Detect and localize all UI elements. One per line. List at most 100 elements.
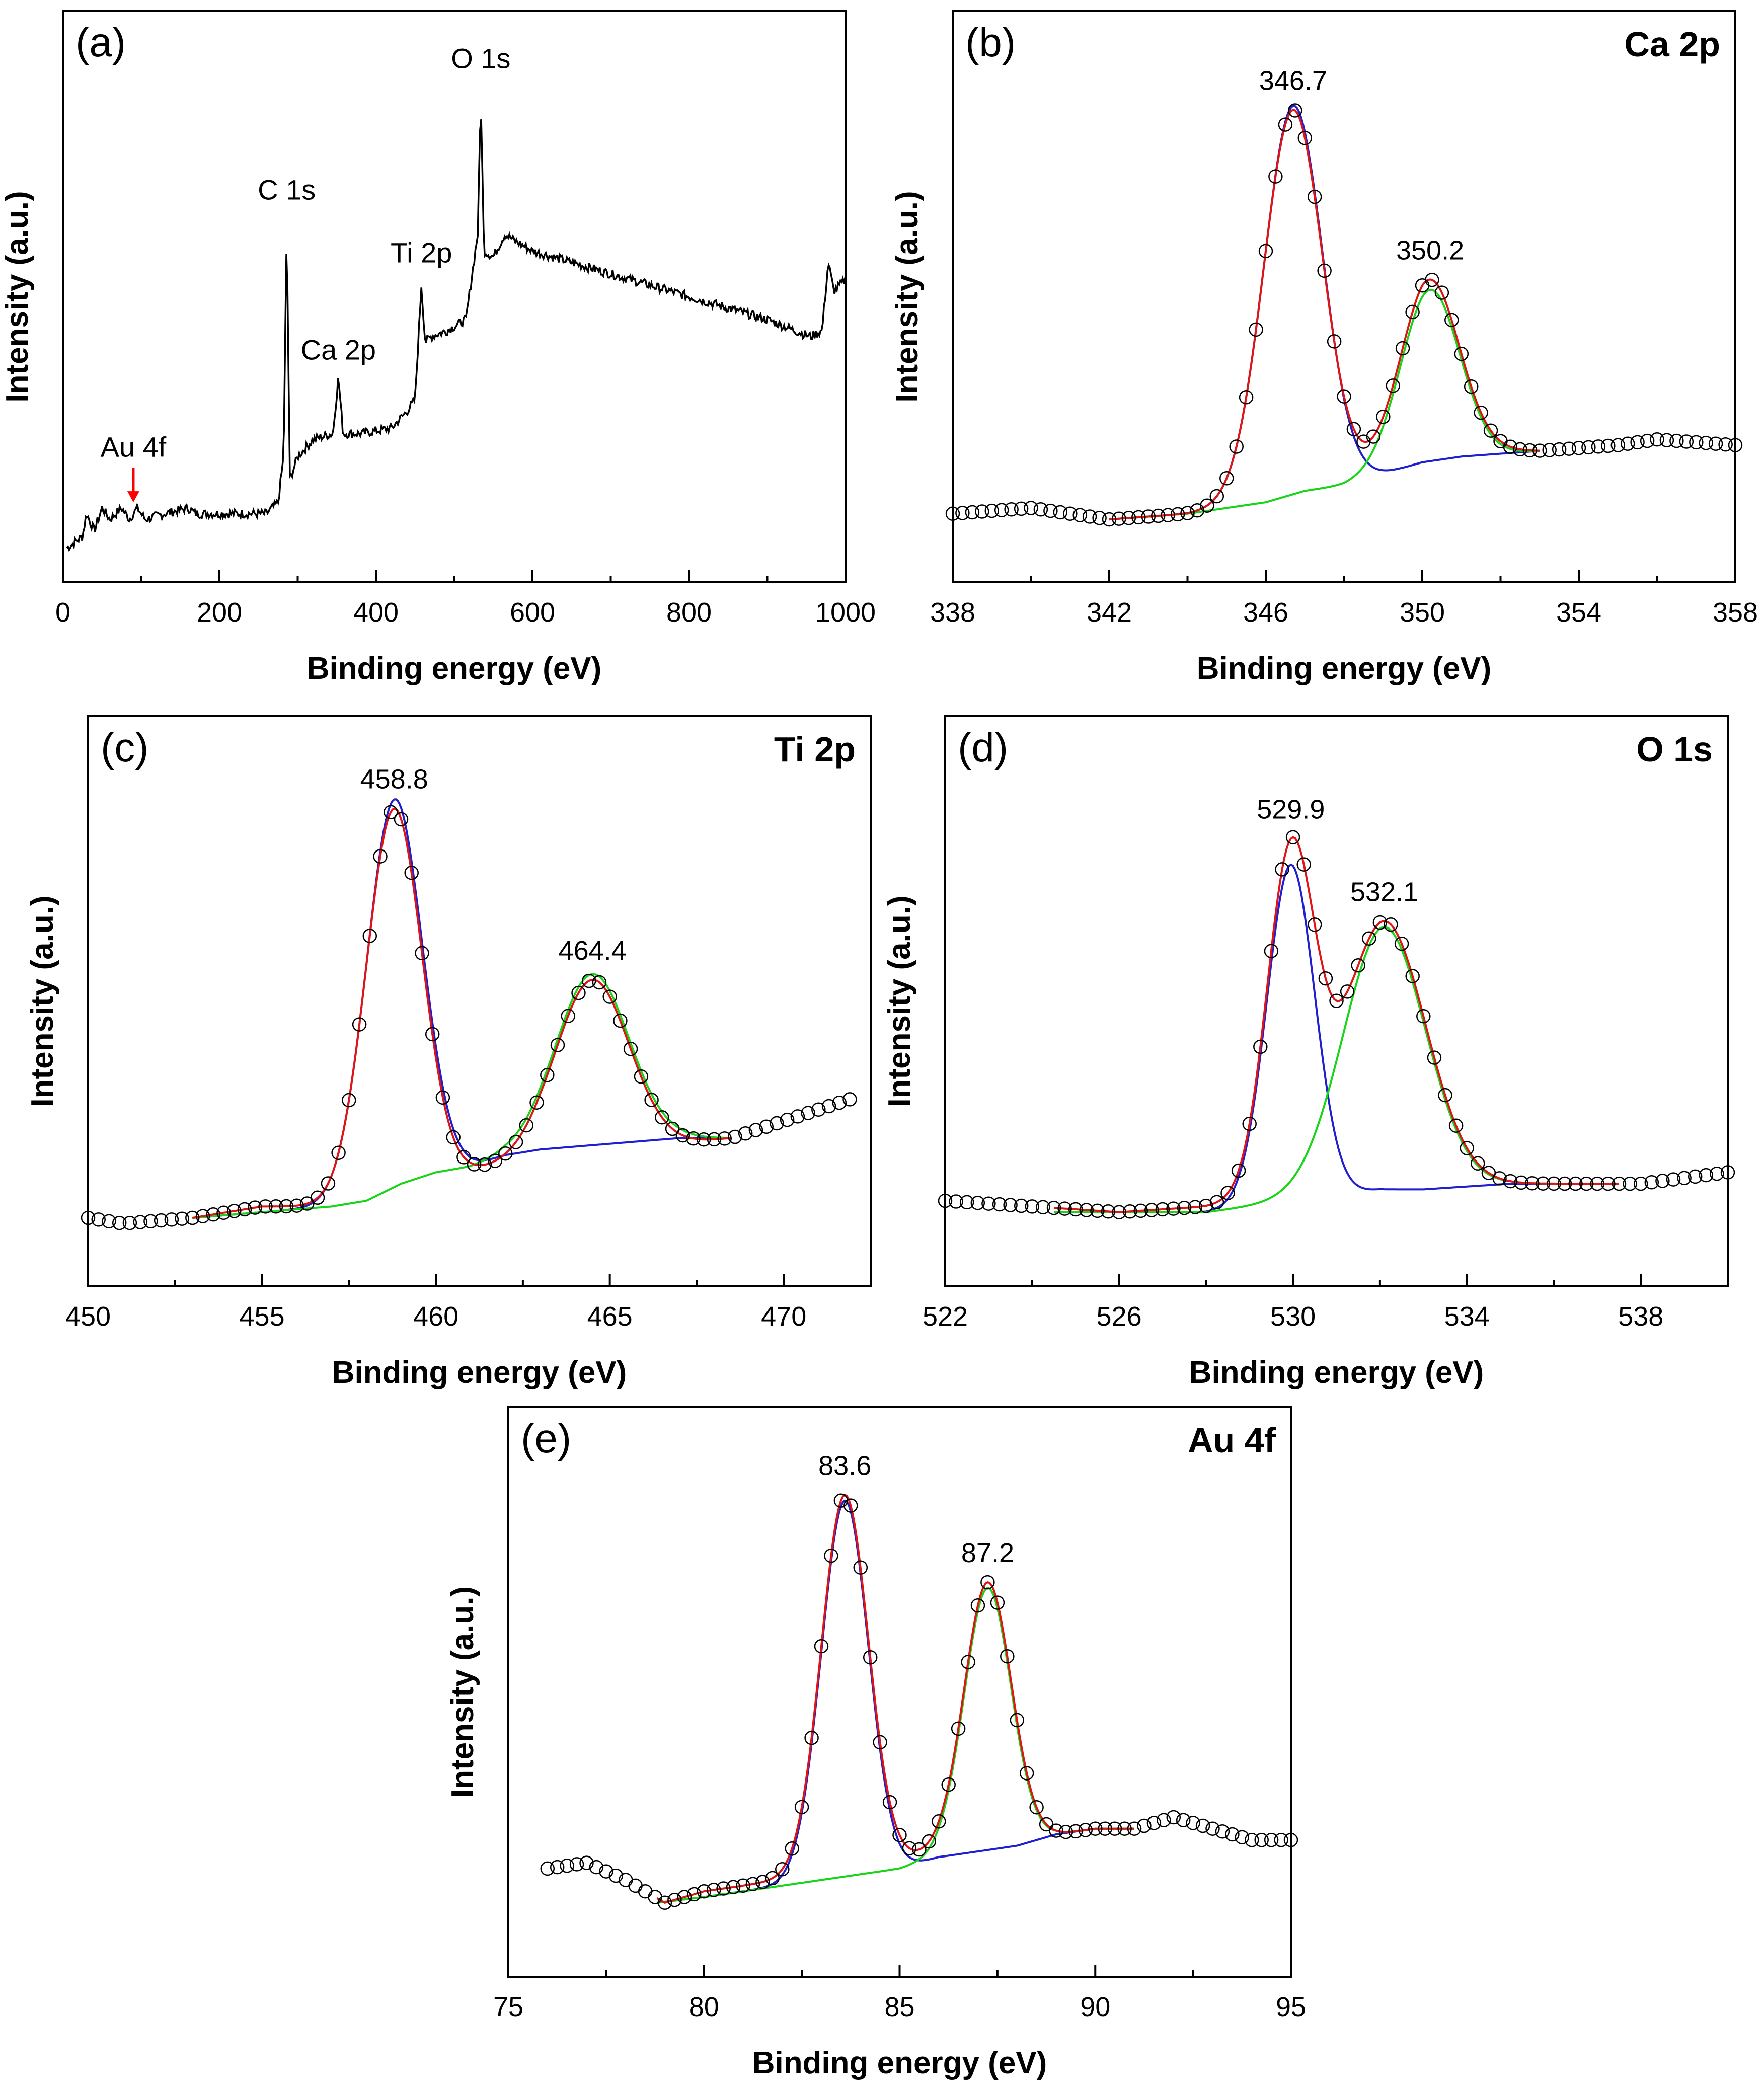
panel-label: (b) <box>965 20 1016 65</box>
data-point <box>1264 944 1279 958</box>
component-peak-2 <box>192 973 732 1219</box>
data-point <box>133 1215 147 1229</box>
data-point <box>342 1093 356 1108</box>
data-point <box>1710 1166 1724 1181</box>
x-tick-label: 600 <box>510 597 555 628</box>
data-point <box>1666 1172 1681 1187</box>
data-point <box>1669 433 1684 448</box>
data-point <box>1209 1195 1224 1210</box>
panel-label: (d) <box>958 725 1008 770</box>
data-point <box>1036 1200 1050 1215</box>
data-point <box>1444 313 1459 327</box>
data-point <box>1601 1176 1616 1191</box>
data-point <box>1166 1810 1181 1825</box>
data-point <box>550 1038 565 1052</box>
data-point <box>1386 378 1400 393</box>
data-point <box>456 1150 471 1165</box>
data-point <box>1024 501 1038 515</box>
x-tick-label: 0 <box>55 597 70 628</box>
data-point <box>1329 993 1344 1008</box>
data-point <box>352 1017 367 1032</box>
panel-label: (a) <box>75 20 126 65</box>
data-point <box>1188 1200 1202 1214</box>
data-point <box>1474 405 1488 420</box>
x-tick-label: 470 <box>761 1301 806 1332</box>
x-tick-label: 400 <box>353 597 399 628</box>
data-point <box>1127 1821 1142 1836</box>
data-point <box>1384 917 1398 932</box>
x-tick-label: 450 <box>65 1301 111 1332</box>
data-point <box>268 1199 283 1214</box>
plot-frame <box>62 10 847 583</box>
data-point <box>602 989 617 1004</box>
data-point <box>1122 1204 1137 1219</box>
data-point <box>1297 131 1313 145</box>
data-point <box>970 1598 985 1613</box>
peak-label: 529.9 <box>1257 795 1325 825</box>
x-tick-label: 80 <box>689 1992 719 2022</box>
data-point <box>1571 441 1586 455</box>
data-point <box>1117 1821 1132 1836</box>
data-point <box>1395 341 1410 356</box>
y-axis-label: Intensity (a.u.) <box>445 1586 480 1798</box>
data-point <box>811 1102 826 1117</box>
data-point <box>1155 1202 1170 1217</box>
data-point <box>435 1090 450 1105</box>
data-point <box>775 1862 790 1877</box>
data-point <box>675 1128 691 1143</box>
peak-annotation: Ca 2p <box>301 334 376 365</box>
data-point <box>648 1890 662 1904</box>
corner-label: Ti 2p <box>774 730 856 769</box>
peak-label: 464.4 <box>559 936 627 966</box>
peak-annotation: Au 4f <box>101 431 167 462</box>
data-point <box>1630 435 1645 450</box>
data-point <box>1460 1141 1474 1155</box>
panel-a: 0 200 400 600 800 1000 Binding energy (eV) Inte… <box>0 10 876 686</box>
data-point <box>1274 1833 1288 1847</box>
peak-label: 350.2 <box>1396 235 1464 265</box>
component-peak-1 <box>657 1499 1134 1904</box>
data-point <box>1405 304 1420 320</box>
data-point <box>1078 1823 1093 1837</box>
data-point <box>498 1146 513 1161</box>
data-point <box>728 1129 742 1144</box>
data-point <box>1288 103 1302 118</box>
data-point <box>1283 1833 1298 1847</box>
y-axis-label: Intensity (a.u.) <box>890 191 925 402</box>
data-point <box>1264 1833 1279 1847</box>
panel-label: (e) <box>521 1416 571 1461</box>
data-point <box>81 1210 96 1225</box>
data-point <box>1454 346 1469 361</box>
data-point <box>1053 505 1068 520</box>
data-point <box>975 504 989 519</box>
data-point <box>1058 1824 1073 1839</box>
panel-b: 338 342 346 350 354 358 Binding energy (eV) Int… <box>890 10 1758 686</box>
data-point <box>1245 1833 1259 1847</box>
data-point <box>1318 971 1333 986</box>
data-point <box>759 1119 774 1134</box>
data-point <box>1068 1824 1083 1839</box>
x-tick-label: 346 <box>1243 597 1288 628</box>
data-point <box>1532 443 1547 458</box>
x-axis-label: Binding energy (eV) <box>752 2046 1047 2080</box>
data-point <box>1088 1821 1103 1836</box>
x-tick-label: 538 <box>1618 1301 1663 1332</box>
data-point <box>686 1131 701 1146</box>
data-point <box>91 1212 106 1227</box>
data-point <box>1405 969 1420 983</box>
data-point <box>1170 507 1185 522</box>
data-point <box>1219 471 1234 486</box>
data-point <box>1394 936 1409 951</box>
data-point <box>623 1042 638 1056</box>
data-point <box>1209 489 1224 504</box>
data-point <box>1718 437 1733 452</box>
x-tick-label: 522 <box>923 1301 968 1332</box>
panel-d: 522 526 530 534 538 Binding energy (eV) Intens… <box>882 715 1735 1390</box>
data-point <box>1372 915 1388 930</box>
x-tick-label: 455 <box>240 1301 285 1332</box>
data-point <box>667 1892 682 1907</box>
data-point <box>540 1068 555 1082</box>
data-point <box>1235 1830 1250 1844</box>
data-point <box>697 1132 711 1147</box>
plot-frame <box>507 1406 1292 1978</box>
